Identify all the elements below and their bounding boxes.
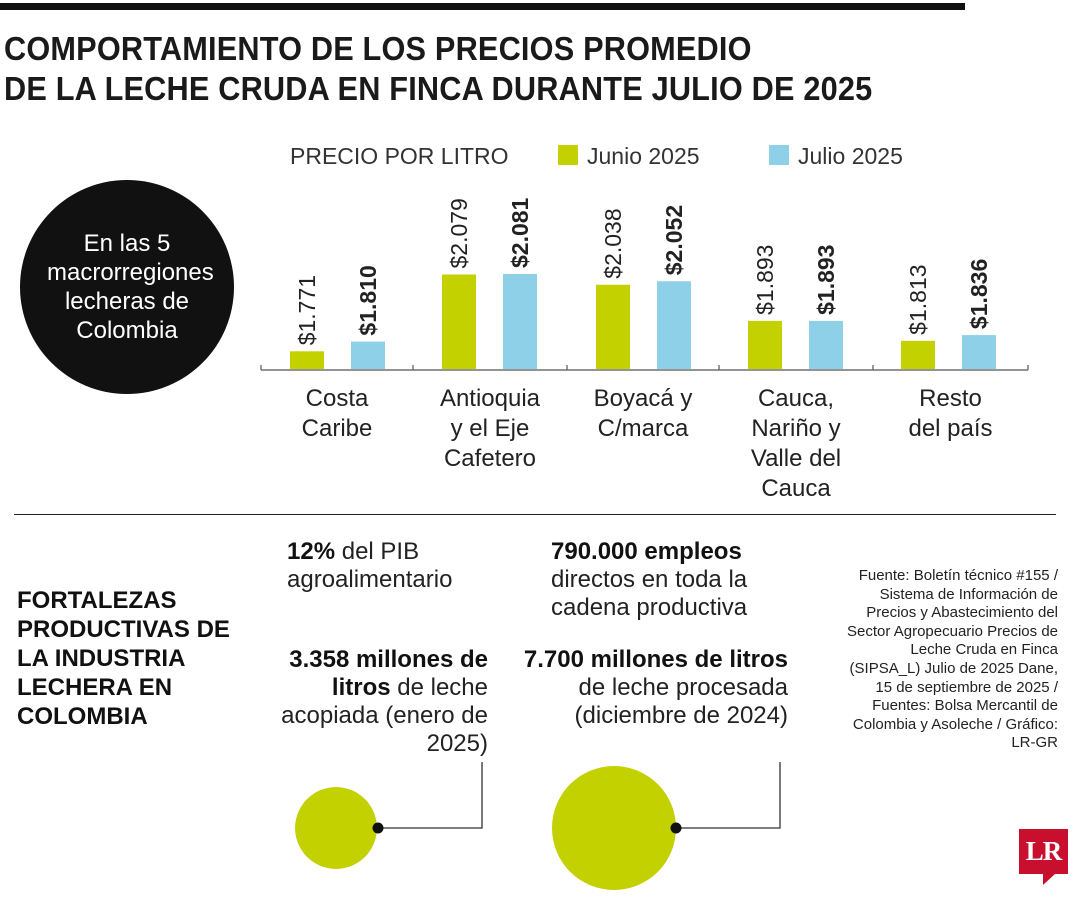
bar-julio-4: [809, 320, 843, 369]
category-label-line: Valle del: [751, 445, 841, 472]
stat-pib-highlight: 12%: [287, 538, 336, 565]
category-label-line: Resto: [919, 385, 982, 412]
stat-pib: 12% del PIB agroalimentario: [287, 538, 527, 594]
bar-julio-5: [962, 335, 996, 369]
data-label-julio-1: $1.810: [355, 265, 381, 335]
bubble-procesada: [552, 766, 676, 890]
data-label-junio-4: $1.893: [752, 245, 778, 315]
stat-procesada-highlight: 7.700 millones de litros: [523, 646, 788, 673]
category-label-3: Boyacá y C/marca: [594, 385, 693, 442]
stat-acopiada-highlight: 3.358 millones de litros: [289, 646, 488, 701]
chart-label: PRECIO POR LITRO: [290, 143, 509, 169]
data-label-junio-2: $2.079: [446, 198, 472, 268]
bar-junio-4: [748, 320, 782, 369]
stat-procesada: 7.700 millones de litros de leche proces…: [520, 646, 788, 730]
bar-julio-3: [657, 281, 691, 369]
bubble-dot-acopiada: [372, 822, 384, 834]
stat-pib-text: del PIB agroalimentario: [287, 538, 453, 593]
source-note: Fuente: Boletín técnico #155 / Sistema d…: [847, 567, 1058, 752]
chart-title-line-1: COMPORTAMIENTO DE LOS PRECIOS PROMEDIO: [4, 30, 752, 67]
category-label-line: del país: [908, 415, 992, 442]
data-label-julio-5: $1.836: [966, 259, 992, 329]
data-label-julio-4: $1.893: [813, 245, 839, 315]
category-label-line: Cauca: [761, 475, 831, 502]
legend-label-1: Junio 2025: [587, 143, 700, 169]
fortalezas-heading: FORTALEZAS PRODUCTIVAS DE LA INDUSTRIA L…: [17, 587, 230, 730]
category-label-line: Cauca,: [758, 385, 834, 412]
regions-callout-circle: En las 5 macrorregiones lecheras de Colo…: [20, 180, 234, 394]
category-label-line: y el Eje: [451, 415, 530, 442]
category-label-4: Cauca, Nariño y Valle del Cauca: [751, 385, 841, 502]
stat-empleos-highlight: 790.000 empleos: [551, 538, 742, 565]
data-label-junio-5: $1.813: [905, 264, 931, 334]
category-label-line: Nariño y: [751, 415, 840, 442]
chart-title-line-2: DE LA LECHE CRUDA EN FINCA DURANTE JULIO…: [4, 70, 873, 107]
data-label-julio-2: $2.081: [507, 197, 533, 268]
category-label-line: C/marca: [598, 415, 689, 442]
section-divider: [14, 514, 1056, 515]
category-label-1: Costa Caribe: [302, 385, 373, 442]
category-label-2: Antioquia y el Eje Cafetero: [440, 385, 541, 472]
stat-acopiada: 3.358 millones de litros de leche acopia…: [250, 646, 488, 758]
bubble-leader-procesada: [676, 762, 781, 829]
bubble-acopiada: [295, 787, 377, 869]
bar-junio-1: [290, 351, 324, 369]
data-label-julio-3: $2.052: [661, 205, 687, 275]
bar-julio-2: [503, 274, 537, 369]
regions-callout-text: En las 5 macrorregiones lecheras de Colo…: [47, 230, 214, 344]
category-label-5: Resto del país: [908, 385, 992, 442]
category-label-line: Boyacá y: [594, 385, 693, 412]
legend-label-2: Julio 2025: [798, 143, 903, 169]
bubble-leader-acopiada: [378, 762, 483, 829]
stat-acopiada-text: de leche acopiada (enero de 2025): [281, 674, 488, 757]
lr-logo-tail: [1043, 874, 1055, 885]
bar-junio-5: [901, 340, 935, 369]
stat-empleos-text: directos en toda la cadena productiva: [551, 566, 748, 621]
data-label-junio-3: $2.038: [600, 208, 626, 278]
bar-junio-3: [596, 284, 630, 369]
stat-empleos: 790.000 empleos directos en toda la cade…: [551, 538, 821, 622]
category-label-line: Caribe: [302, 415, 373, 442]
legend-swatch-1: [558, 145, 578, 165]
top-rule: [0, 3, 965, 10]
bar-junio-2: [442, 274, 476, 369]
lr-logo: LR: [1019, 829, 1068, 874]
category-label-line: Antioquia: [440, 385, 541, 412]
data-label-junio-1: $1.771: [294, 275, 320, 345]
category-label-line: Costa: [306, 385, 369, 412]
bubble-dot-procesada: [670, 822, 682, 834]
stat-procesada-text: de leche procesada (diciembre de 2024): [574, 674, 788, 729]
legend-swatch-2: [769, 145, 789, 165]
bar-julio-1: [351, 341, 385, 369]
category-label-line: Cafetero: [444, 445, 536, 472]
